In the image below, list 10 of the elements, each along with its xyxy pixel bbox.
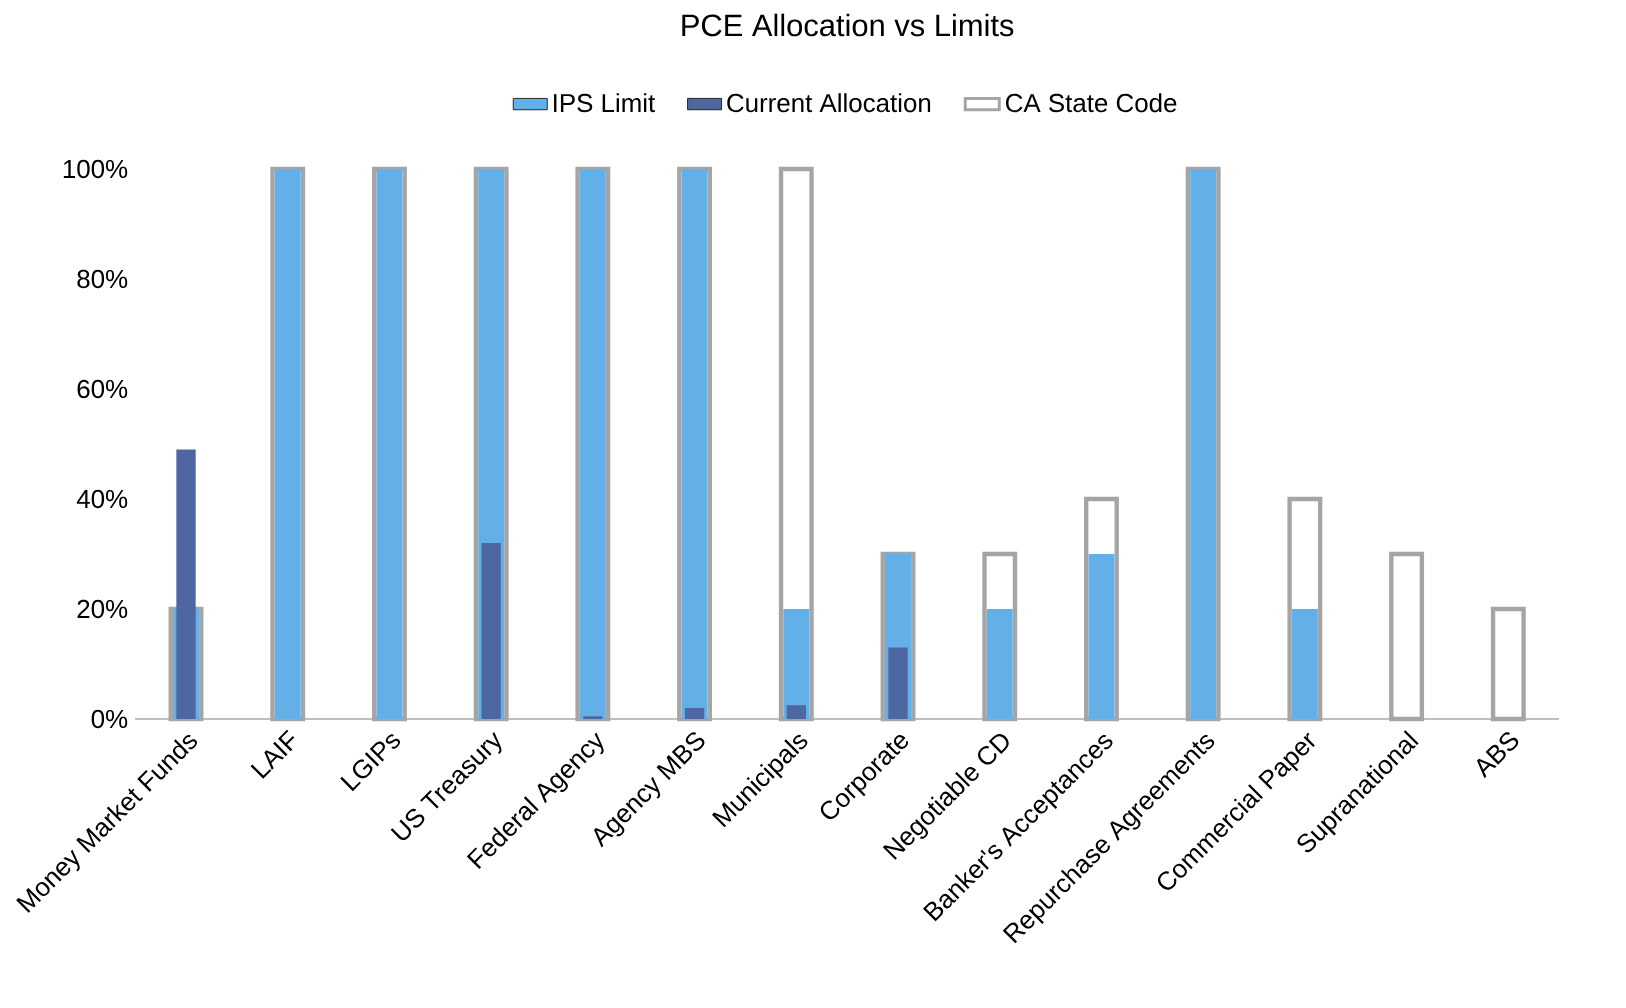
y-tick-label: 80% <box>77 269 128 289</box>
legend-label: IPS Limit <box>554 93 656 113</box>
y-tick-label: 40% <box>76 489 128 509</box>
y-tick-label: 100% <box>63 159 128 179</box>
legend-label: Current Allocation <box>727 93 931 113</box>
y-tick-label: 0% <box>91 709 128 729</box>
y-tick-label: 60% <box>77 379 128 399</box>
y-tick-label: 20% <box>77 599 128 619</box>
legend-label: CA State Code <box>1006 93 1177 113</box>
chart-title: PCE Allocation vs Limits <box>682 13 1014 37</box>
